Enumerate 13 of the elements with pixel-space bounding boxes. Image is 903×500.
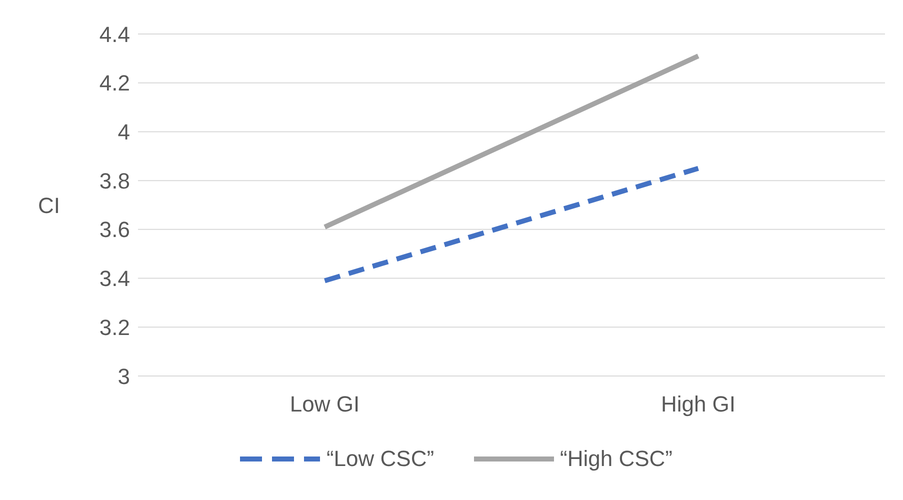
y-tick-label: 3.4 <box>99 266 130 292</box>
x-tick-label: High GI <box>660 392 736 417</box>
y-tick-label: 3 <box>118 364 130 389</box>
x-tick-label: Low GI <box>290 392 360 417</box>
y-tick-label: 4.2 <box>99 70 130 96</box>
legend-label: “High CSC” <box>560 446 673 472</box>
y-tick-label: 3.6 <box>99 217 130 242</box>
legend-label: “Low CSC” <box>326 446 434 472</box>
y-axis-title: CI <box>38 192 60 218</box>
y-tick-label: 4.4 <box>99 22 130 47</box>
y-tick-label: 4 <box>118 120 130 145</box>
y-tick-label: 3.2 <box>99 314 130 340</box>
y-tick-label: 3.8 <box>99 168 130 194</box>
